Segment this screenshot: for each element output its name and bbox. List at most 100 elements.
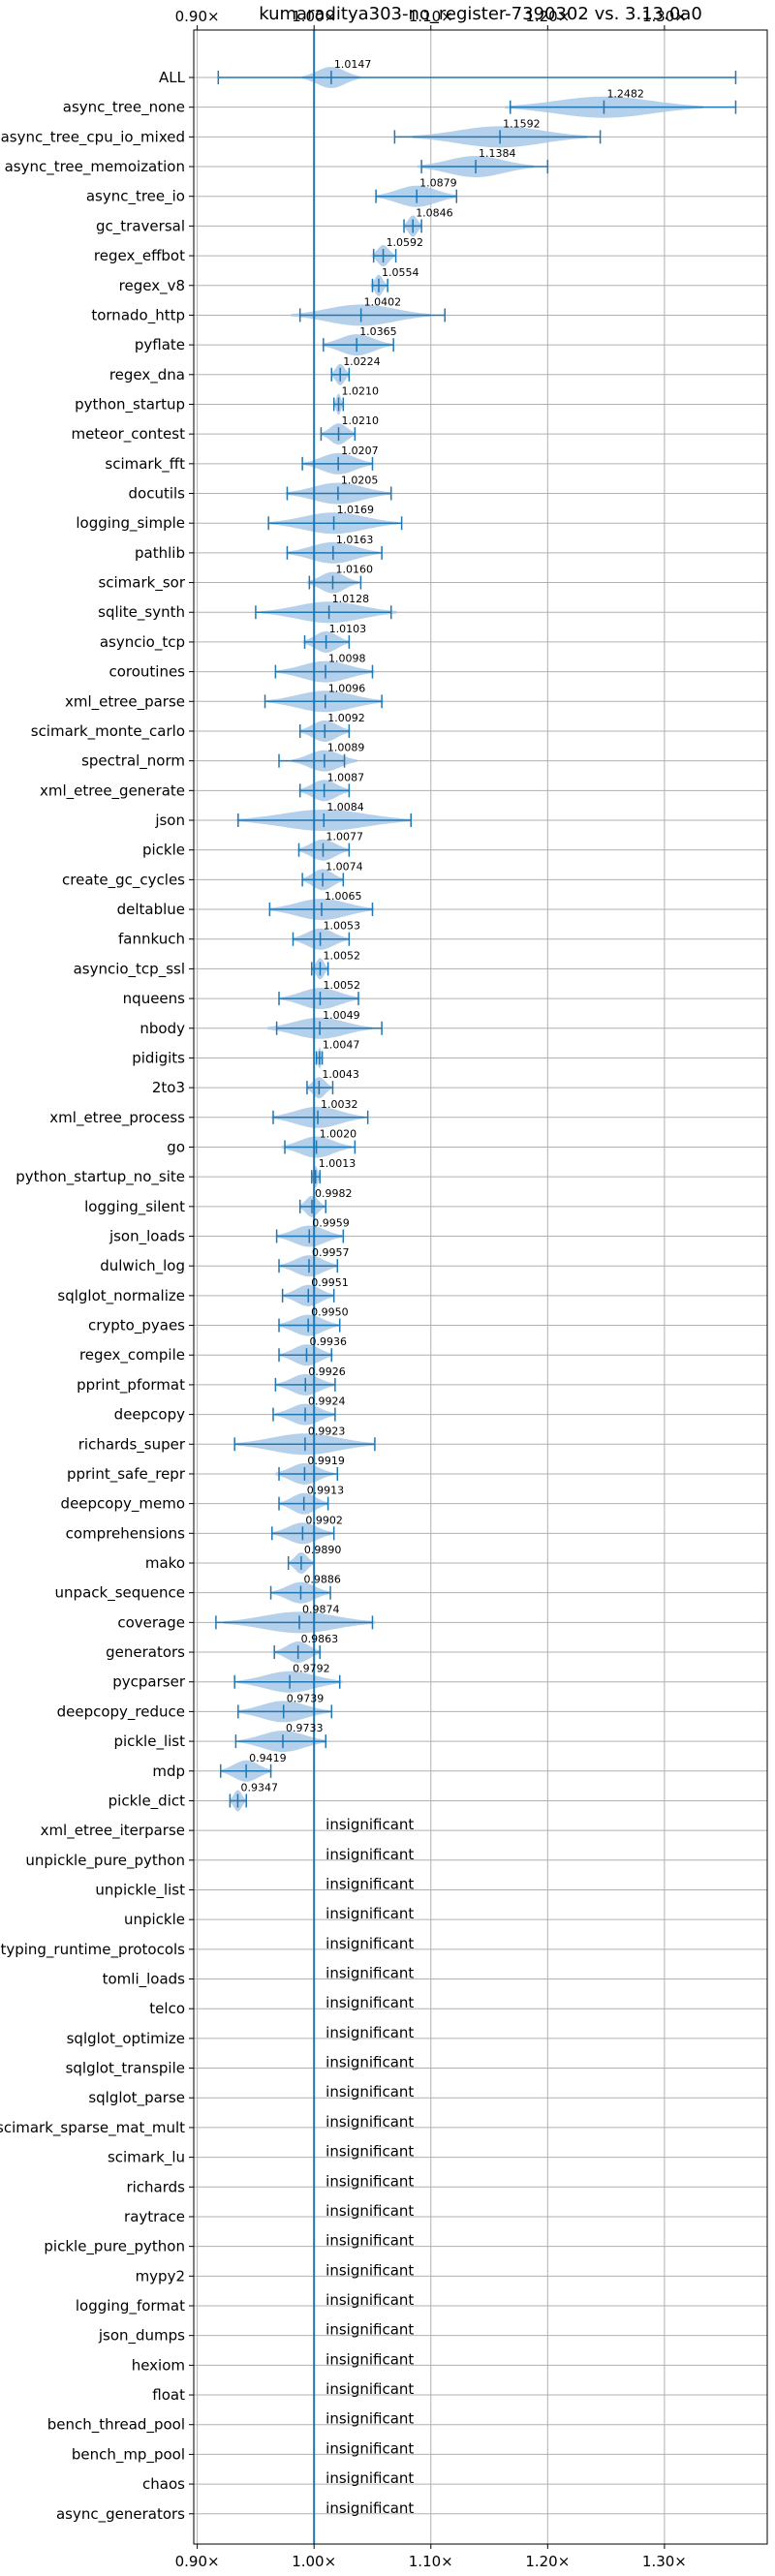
value-label: 0.9874 [302, 1603, 340, 1615]
row-label: richards_super [78, 1435, 186, 1454]
insignificant-label: insignificant [326, 2439, 414, 2457]
row-label: async_tree_cpu_io_mixed [1, 128, 185, 146]
value-label: 0.9919 [307, 1455, 345, 1467]
row-label: spectral_norm [81, 752, 185, 771]
row-label: scimark_lu [108, 2149, 185, 2167]
row-label: unpack_sequence [55, 1584, 185, 1603]
value-label: 1.0053 [324, 920, 361, 933]
row-label: generators [106, 1643, 185, 1661]
value-label: 1.0084 [326, 801, 364, 813]
value-label: 1.0052 [323, 949, 360, 962]
row-label: dulwich_log [100, 1257, 185, 1275]
row-label: sqlglot_transpile [66, 2060, 185, 2078]
row-label: asyncio_tcp [100, 633, 185, 652]
value-label: 1.0592 [387, 236, 424, 249]
row-label: xml_etree_iterparse [41, 1822, 185, 1840]
row-label: coverage [117, 1613, 185, 1631]
insignificant-label: insignificant [326, 2469, 414, 2487]
violin-layer [215, 30, 737, 2544]
row-label: logging_simple [76, 514, 185, 533]
row-label: xml_etree_parse [65, 692, 185, 711]
value-label: 0.9886 [303, 1574, 341, 1586]
value-label: 1.0163 [336, 534, 374, 546]
insignificant-label: insignificant [326, 2321, 414, 2339]
row-label: logging_format [76, 2297, 185, 2315]
chart-title: kumaraditya303-no_register-7390302 vs. 3… [259, 4, 702, 24]
insignificant-label: insignificant [326, 2291, 414, 2309]
value-label: 1.2482 [606, 88, 644, 101]
row-label: async_tree_none [63, 99, 185, 117]
row-label: gc_traversal [96, 217, 185, 235]
insignificant-label: insignificant [326, 2499, 414, 2517]
row-label: tomli_loads [103, 1971, 186, 1989]
value-label: 1.0103 [329, 623, 367, 635]
insignificant-label: insignificant [326, 2083, 414, 2101]
row-label: regex_effbot [94, 247, 185, 265]
x-tick-label-bottom: 1.00× [292, 2553, 336, 2570]
insignificant-label: insignificant [326, 2143, 414, 2161]
row-label: pyflate [135, 336, 185, 353]
value-label: 1.0210 [342, 384, 380, 397]
value-label: 1.0089 [327, 742, 365, 754]
value-label: 0.9419 [249, 1752, 287, 1764]
row-label: deepcopy_reduce [57, 1702, 185, 1721]
insignificant-label: insignificant [326, 1875, 414, 1892]
row-label: pickle_dict [108, 1792, 185, 1810]
row-label: 2to3 [152, 1079, 185, 1096]
row-label: unpickle_pure_python [25, 1852, 185, 1870]
insignificant-label: insignificant [326, 1846, 414, 1863]
grid-layer [194, 30, 767, 2544]
row-label: regex_v8 [119, 277, 185, 295]
insignificant-label: insignificant [326, 2232, 414, 2250]
x-tick-label-bottom: 0.90× [175, 2553, 220, 2570]
plot-frame [193, 29, 768, 2545]
value-label: 1.0049 [323, 1009, 360, 1022]
x-tick-label-top: 1.30× [642, 8, 687, 25]
insignificant-label: insignificant [326, 1994, 414, 2011]
row-label: logging_silent [84, 1198, 185, 1216]
value-label: 0.9926 [308, 1365, 346, 1378]
value-label: 0.9863 [301, 1633, 339, 1645]
value-label: 1.0047 [323, 1038, 360, 1051]
value-label: 1.0365 [359, 325, 397, 338]
axis-layer: 0.90× 0.90× 1.00× 1.00× 1.10× 1.10× 1.20× 1.20×… [0, 8, 687, 2570]
value-label: 1.0554 [382, 266, 419, 279]
value-label: 1.0879 [419, 177, 457, 190]
value-label: 0.9733 [286, 1722, 324, 1734]
row-label: coroutines [108, 663, 185, 681]
value-label: 0.9950 [311, 1306, 349, 1319]
value-label: 1.0052 [323, 979, 360, 992]
row-label: pidigits [132, 1049, 185, 1066]
insignificant-label: insignificant [326, 1816, 414, 1833]
value-label: 1.0092 [327, 712, 365, 724]
row-label: sqlite_synth [98, 603, 185, 622]
row-label: json [154, 812, 185, 829]
row-label: sqlglot_parse [88, 2089, 185, 2107]
value-label: 0.9347 [240, 1781, 278, 1794]
value-label: 1.0224 [343, 355, 381, 368]
row-label: bench_thread_pool [47, 2416, 185, 2435]
value-label: 1.0207 [341, 445, 379, 457]
x-tick-label-bottom: 1.30× [642, 2553, 687, 2570]
row-label: sqlglot_optimize [67, 2030, 185, 2048]
row-label: richards [126, 2178, 185, 2195]
value-label: 0.9924 [308, 1395, 346, 1408]
value-label: 1.0402 [364, 295, 402, 308]
x-tick-label-bottom: 1.20× [525, 2553, 570, 2570]
value-label: 1.1384 [479, 147, 516, 160]
x-tick-label-top: 0.90× [175, 8, 220, 25]
row-label: mdp [152, 1763, 185, 1780]
insignificant-label: insignificant [326, 2024, 414, 2041]
row-label: mako [145, 1554, 185, 1572]
row-label: crypto_pyaes [88, 1317, 185, 1335]
row-label: pickle [142, 842, 185, 859]
row-label: scimark_sparse_mat_mult [0, 2119, 185, 2137]
value-label: 1.0043 [322, 1068, 359, 1081]
value-label: 0.9936 [309, 1335, 347, 1348]
row-label: python_startup_no_site [16, 1168, 185, 1186]
row-label: unpickle_list [95, 1881, 185, 1899]
value-label: 0.9913 [307, 1485, 345, 1497]
row-label: xml_etree_process [49, 1109, 185, 1127]
value-label: 1.0032 [321, 1098, 358, 1111]
